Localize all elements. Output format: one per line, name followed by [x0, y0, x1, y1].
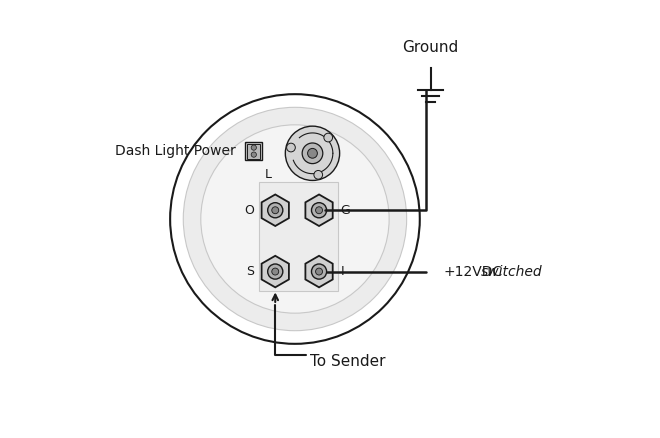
Polygon shape — [306, 256, 333, 287]
Polygon shape — [261, 256, 289, 287]
Circle shape — [315, 207, 323, 214]
Text: O: O — [244, 204, 254, 217]
Polygon shape — [261, 194, 289, 226]
Text: switched: switched — [481, 265, 543, 279]
Text: Ground: Ground — [403, 40, 459, 55]
Text: I: I — [341, 265, 344, 278]
Bar — [246, 142, 262, 160]
Circle shape — [315, 268, 323, 275]
Text: L: L — [264, 168, 271, 181]
Circle shape — [272, 207, 279, 214]
Circle shape — [268, 264, 283, 279]
FancyBboxPatch shape — [259, 182, 338, 291]
Circle shape — [312, 203, 327, 218]
Circle shape — [251, 152, 257, 157]
Text: To Sender: To Sender — [310, 354, 386, 369]
Text: +12VDC: +12VDC — [444, 265, 503, 279]
Circle shape — [285, 126, 340, 180]
Text: Dash Light Power: Dash Light Power — [115, 144, 236, 158]
Circle shape — [312, 264, 327, 279]
Circle shape — [308, 148, 317, 158]
Circle shape — [302, 143, 323, 164]
Circle shape — [286, 143, 295, 152]
Polygon shape — [306, 194, 333, 226]
Circle shape — [272, 268, 279, 275]
Circle shape — [324, 133, 333, 142]
Circle shape — [251, 145, 257, 150]
Bar — [248, 144, 260, 159]
Text: S: S — [246, 265, 254, 278]
Circle shape — [183, 107, 407, 331]
Circle shape — [314, 170, 323, 179]
Text: G: G — [341, 204, 350, 217]
Circle shape — [201, 125, 389, 313]
Circle shape — [268, 203, 283, 218]
